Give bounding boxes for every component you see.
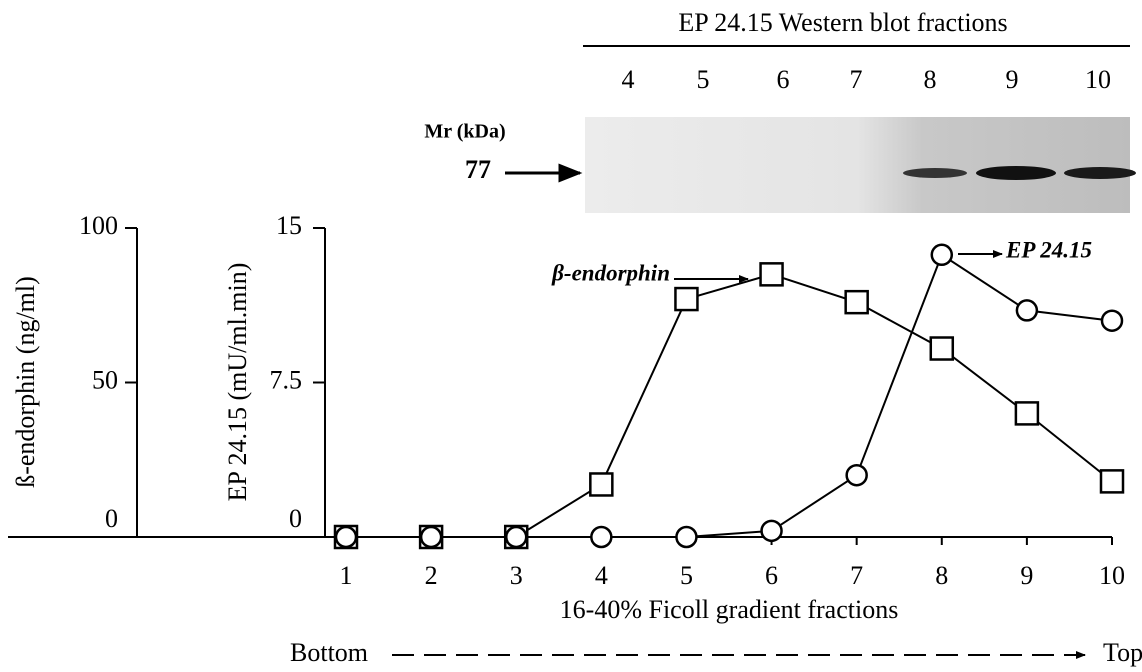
y-tick-label: 50 <box>92 365 118 394</box>
series-line <box>346 274 1112 537</box>
square-marker <box>846 291 868 313</box>
x-tick-label: 3 <box>510 561 523 590</box>
square-marker <box>1101 470 1123 492</box>
x-tick-label: 6 <box>765 561 778 590</box>
lane-label: 7 <box>850 65 863 94</box>
series-line <box>346 255 1112 537</box>
direction-end: Top <box>1103 638 1142 667</box>
square-marker <box>1016 402 1038 424</box>
series-label: EP 24.15 <box>1005 237 1092 262</box>
figure: EP 24.15 Western blot fractions Mr (kDa)… <box>0 0 1142 672</box>
mr-marker: 77 <box>465 155 491 184</box>
square-marker <box>675 288 697 310</box>
y2-tick-label: 7.5 <box>270 365 303 394</box>
lane-label: 5 <box>697 65 710 94</box>
square-marker <box>590 473 612 495</box>
circle-marker <box>421 527 441 547</box>
square-marker <box>761 263 783 285</box>
lane-label: 4 <box>622 65 635 94</box>
circle-marker <box>506 527 526 547</box>
circle-marker <box>762 521 782 541</box>
lane-label: 9 <box>1006 65 1019 94</box>
lane-label: 8 <box>924 65 937 94</box>
circle-marker <box>847 465 867 485</box>
y-axis-title: ß-endorphin (ng/ml) <box>11 276 40 488</box>
x-tick-label: 10 <box>1099 561 1125 590</box>
lane-label: 10 <box>1085 65 1111 94</box>
y-tick-label: 0 <box>105 504 118 533</box>
circle-marker <box>676 527 696 547</box>
x-tick-label: 1 <box>340 561 353 590</box>
blot-band <box>903 168 967 178</box>
direction-start: Bottom <box>290 638 368 667</box>
square-marker <box>931 338 953 360</box>
y2-axis-title: EP 24.15 (mU/ml.min) <box>223 263 252 502</box>
x-axis-title: 16-40% Ficoll gradient fractions <box>560 595 899 624</box>
circle-marker <box>932 245 952 265</box>
circle-marker <box>336 527 356 547</box>
lane-label: 6 <box>777 65 790 94</box>
mr-label: Mr (kDa) <box>424 121 505 143</box>
y2-tick-label: 15 <box>276 211 302 240</box>
circle-marker <box>1102 311 1122 331</box>
x-tick-label: 8 <box>935 561 948 590</box>
y2-tick-label: 0 <box>289 504 302 533</box>
y-tick-label: 100 <box>79 211 118 240</box>
blot-title: EP 24.15 Western blot fractions <box>678 8 1007 37</box>
x-tick-label: 5 <box>680 561 693 590</box>
x-tick-label: 4 <box>595 561 608 590</box>
blot-lanes: 4 5 6 7 8 9 10 <box>622 65 1112 94</box>
x-tick-label: 9 <box>1020 561 1033 590</box>
blot-band <box>976 166 1056 180</box>
circle-marker <box>1017 300 1037 320</box>
x-tick-label: 7 <box>850 561 863 590</box>
circle-marker <box>591 527 611 547</box>
x-tick-label: 2 <box>425 561 438 590</box>
series-label: β-endorphin <box>551 260 670 285</box>
blot-band <box>1064 167 1136 179</box>
blot-image <box>585 117 1130 213</box>
